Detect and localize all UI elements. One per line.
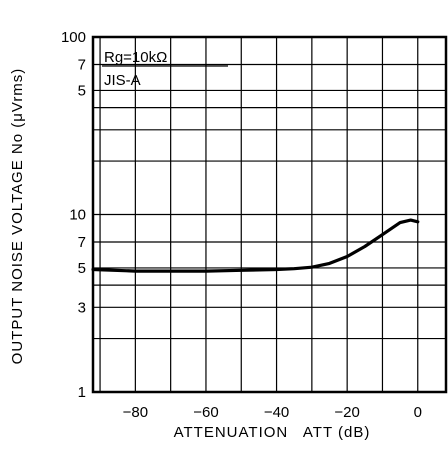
x-tick-label: −60 [193, 404, 218, 421]
x-tick-label: −80 [123, 404, 148, 421]
tick-labels: −80 −60 −40 −20 0 1 3 5 7 10 5 7 100 [61, 29, 422, 421]
y-tick-label: 10 [69, 207, 86, 224]
y-tick-label: 100 [61, 29, 86, 46]
grid-lines [93, 36, 446, 393]
curve-group [91, 218, 420, 273]
y-tick-label: 5 [78, 82, 86, 99]
y-axis-label: OUTPUT NOISE VOLTAGE No (μVrms) [9, 68, 26, 365]
y-tick-label: 3 [78, 299, 86, 316]
noise-curve [91, 218, 420, 273]
y-tick-label: 1 [78, 384, 86, 401]
x-axis-label: ATTENUATION ATT (dB) [174, 424, 371, 441]
rg-condition-label: Rg=10kΩ [104, 49, 167, 66]
plot-frame [91, 35, 448, 394]
x-tick-label: −40 [264, 404, 289, 421]
jis-a-label: JIS-A [104, 72, 141, 89]
x-tick-label: −20 [334, 404, 359, 421]
y-tick-label: 5 [78, 260, 86, 277]
x-tick-label: 0 [414, 404, 422, 421]
y-tick-label: 7 [78, 234, 86, 251]
y-tick-label: 7 [78, 56, 86, 73]
